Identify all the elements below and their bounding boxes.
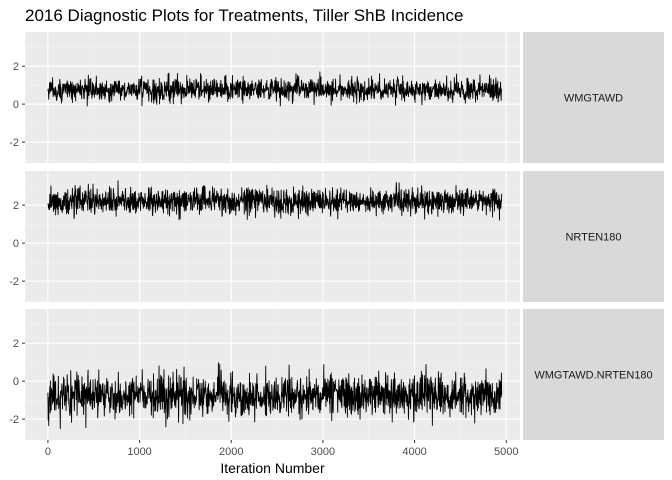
x-axis: 0 1000 2000 3000 4000 5000	[45, 440, 518, 458]
facet-strip	[523, 309, 664, 440]
panel-background	[25, 309, 520, 440]
facet-strip-label: WMGTAWD.NRTEN180	[534, 370, 652, 382]
panel-1: -2 0 2 WMGTAWD	[9, 32, 664, 163]
trace-line	[47, 362, 503, 430]
facet-strip	[523, 32, 664, 163]
facet-strip-label: NRTEN180	[565, 232, 621, 244]
facet-strip	[523, 171, 664, 302]
panel-2: -2 0 2 NRTEN180	[9, 171, 664, 302]
facet-panels: -2 0 2 WMGTAWD -2 0 2 NRTEN180 -2 0 2 WMGTAWD.NRTEN…	[9, 32, 664, 440]
y-tick-label: -2	[9, 276, 19, 288]
y-tick-label: 2	[13, 338, 19, 350]
chart-title: 2016 Diagnostic Plots for Treatments, Ti…	[25, 6, 463, 25]
trace-line	[47, 180, 503, 221]
x-tick-label: 2000	[219, 446, 243, 458]
x-tick-label: 1000	[127, 446, 151, 458]
panel-background	[25, 32, 520, 163]
y-tick-label: -2	[9, 137, 19, 149]
panel-3: -2 0 2 WMGTAWD.NRTEN180	[9, 309, 664, 440]
trace-line	[47, 71, 503, 107]
x-axis-title: Iteration Number	[220, 460, 325, 476]
x-tick-label: 0	[45, 446, 51, 458]
x-tick-label: 3000	[311, 446, 335, 458]
facet-strip-label: WMGTAWD	[564, 93, 623, 105]
y-tick-label: -2	[9, 414, 19, 426]
x-tick-label: 4000	[402, 446, 426, 458]
y-tick-label: 2	[13, 200, 19, 212]
x-tick-label: 5000	[494, 446, 518, 458]
y-tick-label: 0	[13, 99, 19, 111]
y-tick-label: 0	[13, 238, 19, 250]
y-tick-label: 2	[13, 61, 19, 73]
y-tick-label: 0	[13, 376, 19, 388]
